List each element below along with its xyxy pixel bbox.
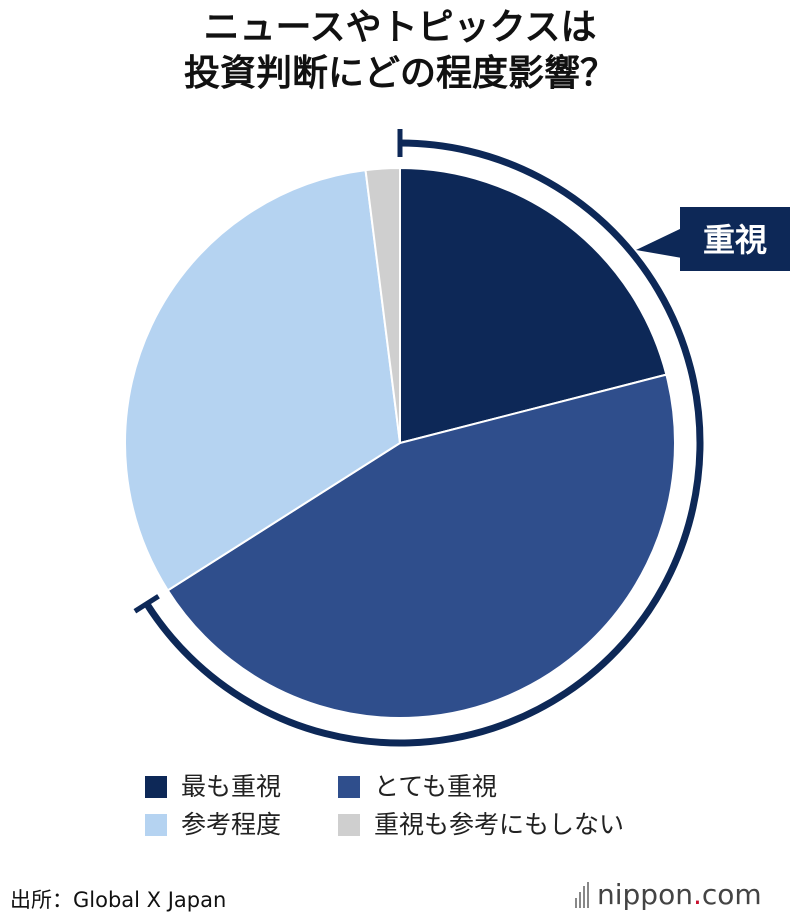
brand-dot: . [692,878,702,911]
pie-slice [364,166,401,444]
legend-label: 参考程度 [181,810,282,839]
source-note: 出所：Global X Japan [10,888,227,912]
legend-swatch [145,814,167,836]
brand-name: nippon [597,878,693,911]
pie-slice [124,169,402,592]
pie-slices [124,166,676,719]
callout: 重視 [636,207,790,271]
chart-title-line-2: 投資判断にどの程度影響？ [183,53,616,94]
callout-pointer [636,228,682,258]
legend-label: とても重視 [374,772,498,801]
brand-suffix: com [701,878,762,911]
legend-label: 最も重視 [181,772,282,801]
callout-label: 重視 [703,221,767,259]
emphasis-bracket-arc [143,139,704,747]
legend-label: 重視も参考にもしない [374,810,625,839]
legend-item-neither: 重視も参考にもしない [338,810,624,840]
brand-bars-icon [575,881,591,908]
legend-swatch [338,776,360,798]
legend-item-reference-only: 参考程度 [145,810,281,840]
callout-box [680,207,790,271]
pie-slice [399,166,668,445]
legend-item-very-important: とても重視 [338,772,497,802]
pie-slice [166,373,676,719]
brand-logo: nippon. com [575,878,762,911]
legend-swatch [145,776,167,798]
legend-item-most-important: 最も重視 [145,772,281,802]
chart-title-line-1: ニュースやトピックスは [203,7,597,48]
emphasis-bracket-end-cap [133,594,160,614]
legend-swatch [338,814,360,836]
